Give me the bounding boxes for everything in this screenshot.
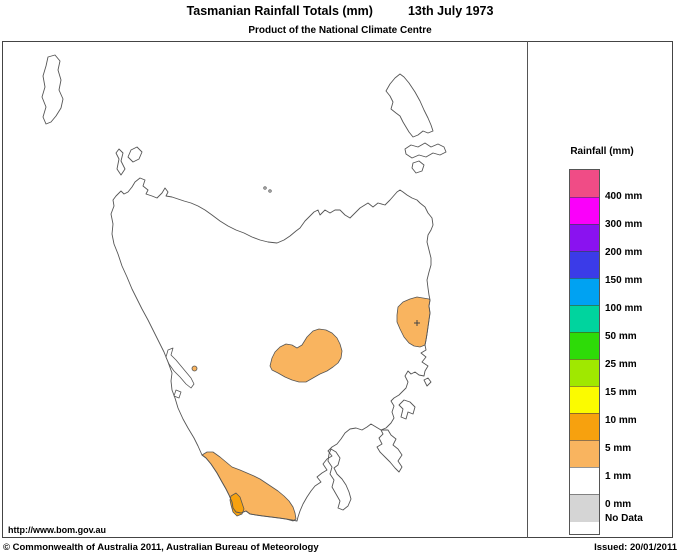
king-island-outline <box>41 54 64 125</box>
page-subtitle: Product of the National Climate Centre <box>248 25 432 36</box>
rain-region-small-dot <box>191 365 198 372</box>
rain-region-southwest-5mm-patch <box>229 492 245 517</box>
footer-url: http://www.bom.gov.au <box>8 525 106 535</box>
hunter-island-outline <box>115 148 126 176</box>
maria-island-outline <box>398 399 416 420</box>
title-product: Tasmanian Rainfall Totals (mm) <box>186 4 373 18</box>
legend-swatch-100-mm <box>570 278 599 306</box>
legend-label-300-mm: 300 mm <box>605 219 643 230</box>
clarke-island-outline <box>411 160 425 174</box>
legend-swatch-200-mm <box>570 224 599 252</box>
rain-region-southwest <box>201 451 297 522</box>
legend-title: Rainfall (mm) <box>570 146 634 157</box>
schouten-island-outline <box>423 377 432 387</box>
legend-swatch-15-mm <box>570 359 599 387</box>
map-frame <box>2 41 673 538</box>
legend-swatch-1-mm <box>570 440 599 468</box>
legend-label-5-mm: 5 mm <box>605 443 632 454</box>
tasmania-mainland-outline <box>110 177 434 522</box>
legend-swatch-50-mm <box>570 305 599 333</box>
legend-label-50-mm: 50 mm <box>605 331 637 342</box>
bruny-island-outline <box>327 448 352 511</box>
north-coast-islet <box>268 189 272 193</box>
legend-swatch-300-mm <box>570 197 599 225</box>
legend-label-0-mm: 0 mm <box>605 499 632 510</box>
legend-swatch-400-mm <box>570 170 599 198</box>
footer-issued: Issued: 20/01/2011 <box>594 542 677 553</box>
legend-swatch-25-mm <box>570 332 599 360</box>
title-date: 13th July 1973 <box>407 4 494 18</box>
legend-swatch-5-mm <box>570 413 599 441</box>
legend-label-column: 400 mm 300 mm 200 mm 150 mm 100 mm 50 mm 25 mm… <box>605 169 675 541</box>
footer-copyright: © Commonwealth of Australia 2011, Austra… <box>3 542 319 553</box>
legend-swatch-column <box>569 169 600 535</box>
legend-label-400-mm: 400 mm <box>605 191 643 202</box>
legend-label-10-mm: 10 mm <box>605 415 637 426</box>
three-hummock-island-outline <box>127 146 143 163</box>
legend-label-no-data: No Data <box>605 513 643 524</box>
legend-label-25-mm: 25 mm <box>605 359 637 370</box>
legend-swatch-no-data <box>570 494 599 522</box>
rain-region-central <box>269 328 343 383</box>
legend-swatch-0-mm <box>570 467 599 495</box>
legend-swatch-150-mm <box>570 251 599 279</box>
legend-label-100-mm: 100 mm <box>605 303 643 314</box>
lake-gordon-outline <box>165 347 195 389</box>
page-title: Tasmanian Rainfall Totals (mm) 13th July … <box>0 4 680 18</box>
station-cross-marker <box>414 320 420 326</box>
legend-swatch-10-mm <box>570 386 599 414</box>
cape-barren-island-outline <box>404 142 447 159</box>
rain-region-northeast <box>396 296 431 348</box>
legend-label-1-mm: 1 mm <box>605 471 632 482</box>
legend-label-15-mm: 15 mm <box>605 387 637 398</box>
north-coast-islet <box>263 186 267 190</box>
legend-label-200-mm: 200 mm <box>605 247 643 258</box>
lake-pedder-outline <box>173 389 182 399</box>
legend-label-150-mm: 150 mm <box>605 275 643 286</box>
legend-divider-line <box>527 41 528 538</box>
flinders-island-outline <box>385 73 434 138</box>
